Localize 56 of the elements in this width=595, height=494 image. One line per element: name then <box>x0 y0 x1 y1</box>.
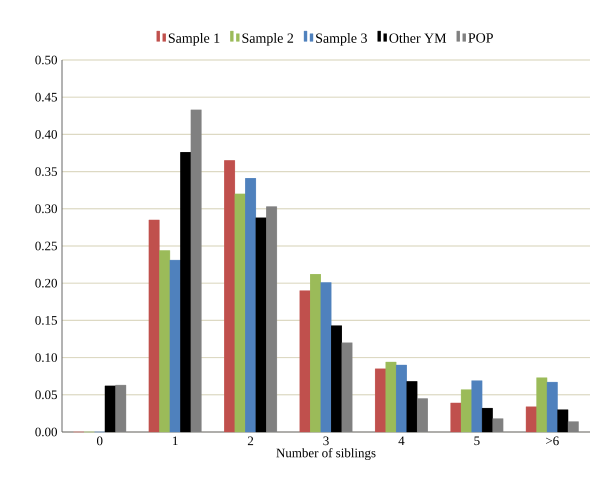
bar <box>406 381 418 432</box>
x-tick-label: 3 <box>323 436 329 446</box>
bar <box>385 362 396 432</box>
legend-label: Sample 3 <box>316 33 367 46</box>
bar <box>450 402 462 432</box>
bar <box>310 274 321 432</box>
bar <box>104 386 116 432</box>
bar <box>546 382 558 432</box>
bar <box>190 110 202 432</box>
bar <box>471 380 482 432</box>
bar <box>568 421 579 432</box>
y-tick-label: 0.25 <box>35 242 57 250</box>
y-tick-label: 0.50 <box>35 56 57 64</box>
bar <box>148 220 160 432</box>
bar <box>300 290 310 432</box>
y-tick-label: 0.15 <box>35 316 57 325</box>
x-tick-label: 0 <box>96 436 102 446</box>
bar <box>482 408 493 432</box>
bar <box>256 218 267 432</box>
y-tick-label: 0.10 <box>35 353 57 362</box>
y-tick-label: 0.30 <box>35 204 57 214</box>
bar <box>159 250 170 432</box>
legend-label: Other YM <box>389 33 446 43</box>
bar <box>266 206 278 432</box>
bar <box>331 325 342 432</box>
legend-label: POP <box>468 33 493 43</box>
bar <box>115 384 126 432</box>
bar <box>224 160 236 432</box>
legend-label: Sample 2 <box>242 33 294 46</box>
y-tick-label: 0.00 <box>35 428 57 436</box>
bar <box>342 342 352 432</box>
x-axis-title: Number of siblings <box>276 448 376 460</box>
bar <box>245 178 256 432</box>
x-tick-label: 5 <box>474 436 480 446</box>
y-tick-label: 0.05 <box>35 390 57 400</box>
y-tick-label: 0.35 <box>35 167 57 176</box>
bar <box>180 152 192 432</box>
x-tick-label: 1 <box>173 436 178 446</box>
bar <box>320 282 332 432</box>
x-tick-label: 4 <box>398 436 404 446</box>
bar <box>416 398 428 432</box>
bar <box>374 368 386 432</box>
y-tick-label: 0.40 <box>35 130 57 139</box>
bar <box>557 409 568 432</box>
bar <box>396 364 407 432</box>
legend-label: Sample 1 <box>168 33 220 46</box>
bar <box>234 194 246 432</box>
bar <box>170 260 181 432</box>
bar <box>492 418 504 432</box>
y-tick-label: 0.45 <box>35 92 57 102</box>
x-tick-label: 2 <box>248 436 254 446</box>
bar <box>526 406 537 432</box>
bar <box>536 377 548 432</box>
x-tick-label: >6 <box>546 436 559 446</box>
y-tick-label: 0.20 <box>35 278 57 288</box>
bar <box>460 389 472 432</box>
